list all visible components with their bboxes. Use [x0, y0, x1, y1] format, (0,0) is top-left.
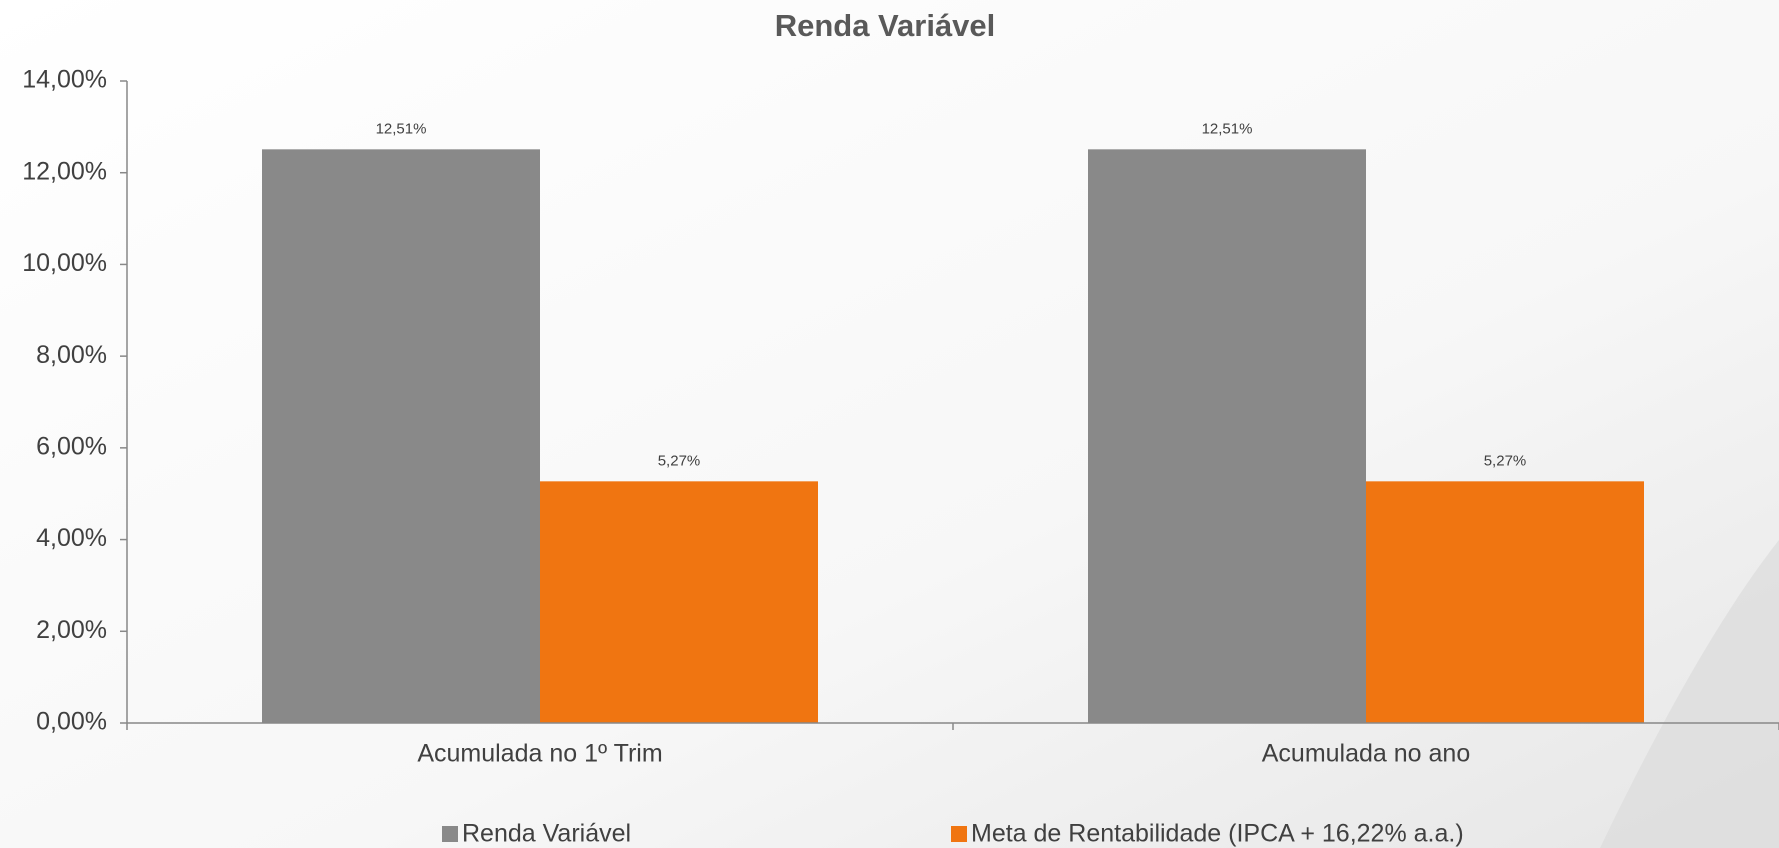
- bar: [1366, 481, 1644, 723]
- bar: [1088, 149, 1366, 723]
- bar: [262, 149, 540, 723]
- bar: [540, 481, 818, 723]
- value-label: 5,27%: [1484, 452, 1527, 469]
- y-tick-label: 6,00%: [36, 432, 107, 460]
- y-tick-label: 0,00%: [36, 708, 107, 736]
- value-label: 12,51%: [376, 120, 427, 137]
- y-tick-label: 14,00%: [22, 66, 107, 94]
- x-tick-label: Acumulada no 1º Trim: [417, 740, 662, 768]
- legend-swatch: [951, 826, 967, 842]
- value-label: 5,27%: [658, 452, 701, 469]
- y-tick-label: 2,00%: [36, 616, 107, 644]
- y-tick-label: 10,00%: [22, 249, 107, 277]
- chart-title: Renda Variável: [775, 8, 996, 43]
- legend-label: Meta de Rentabilidade (IPCA + 16,22% a.a…: [971, 820, 1464, 848]
- value-label: 12,51%: [1202, 120, 1253, 137]
- decoration: [1600, 540, 1779, 848]
- legend-swatch: [442, 826, 458, 842]
- y-tick-label: 4,00%: [36, 524, 107, 552]
- y-tick-label: 8,00%: [36, 341, 107, 369]
- legend-label: Renda Variável: [462, 820, 631, 848]
- x-tick-label: Acumulada no ano: [1262, 740, 1470, 768]
- y-tick-label: 12,00%: [22, 157, 107, 185]
